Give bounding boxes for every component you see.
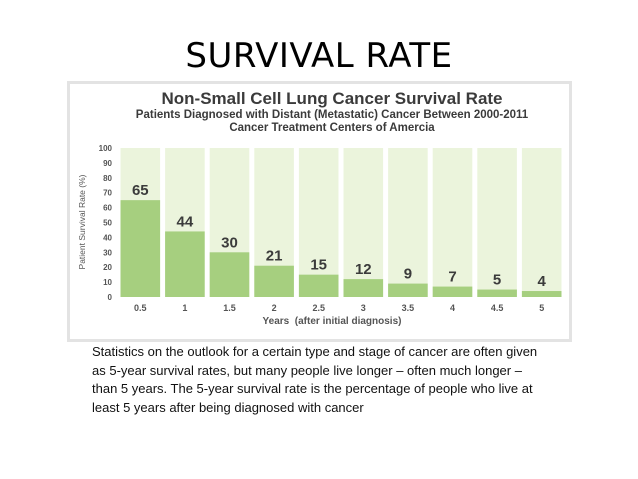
bar-background xyxy=(432,148,473,297)
bar-value-label: 7 xyxy=(448,269,456,286)
y-axis-label: Patient Survival Rate (%) xyxy=(77,174,87,269)
bar xyxy=(477,289,517,297)
y-ticks: 0 10 20 30 40 50 60 70 80 90 100 xyxy=(99,144,113,302)
survival-rate-chart: Non-Small Cell Lung Cancer Survival Rate… xyxy=(77,89,562,327)
y-tick-label: 100 xyxy=(99,144,113,153)
chart-title: Non-Small Cell Lung Cancer Survival Rate xyxy=(161,89,502,108)
x-tick-label: 0.5 xyxy=(134,303,147,313)
bar-value-label: 30 xyxy=(221,234,238,251)
slide-caption: Statistics on the outlook for a certain … xyxy=(92,344,538,415)
chart-frame: Non-Small Cell Lung Cancer Survival Rate… xyxy=(70,84,569,339)
y-tick-label: 50 xyxy=(103,219,112,228)
x-tick-label: 1 xyxy=(182,303,187,313)
bar-background xyxy=(343,148,384,297)
bar xyxy=(165,231,205,297)
y-tick-label: 70 xyxy=(103,189,112,198)
bar xyxy=(209,252,250,297)
chart-subtitle-2: Cancer Treatment Centers of Amercia xyxy=(229,122,435,134)
y-tick-label: 80 xyxy=(103,174,112,183)
bar xyxy=(298,274,339,297)
y-tick-label: 60 xyxy=(103,204,112,213)
bar xyxy=(521,291,562,297)
bar-value-label: 44 xyxy=(177,213,194,230)
x-tick-label: 3.5 xyxy=(402,303,415,313)
bar xyxy=(432,286,473,297)
bar-background xyxy=(388,148,428,297)
bar xyxy=(120,200,161,297)
x-tick-label: 2.5 xyxy=(312,303,325,313)
bar xyxy=(343,279,384,297)
x-tick-label: 2 xyxy=(272,303,277,313)
x-tick-label: 4.5 xyxy=(491,303,504,313)
y-tick-label: 20 xyxy=(103,263,112,272)
bars: 65 0.5 44 1 30 1.5 21 2 15 2.5 12 3 9 3.5 7 4 5 4.5 4 5 xyxy=(120,148,562,313)
x-axis-label: Years (after initial diagnosis) xyxy=(263,316,402,327)
bar-background xyxy=(298,148,339,297)
y-tick-label: 30 xyxy=(103,248,112,257)
chart-subtitle: Patients Diagnosed with Distant (Metasta… xyxy=(136,109,529,121)
bar-value-label: 4 xyxy=(538,273,547,290)
y-tick-label: 90 xyxy=(103,159,112,168)
bar-value-label: 9 xyxy=(404,266,412,283)
x-tick-label: 3 xyxy=(361,303,366,313)
bar-value-label: 65 xyxy=(132,182,149,199)
slide-title: SURVIVAL RATE xyxy=(185,36,453,76)
bar-value-label: 21 xyxy=(266,248,283,265)
y-tick-label: 10 xyxy=(103,278,112,287)
bar-value-label: 12 xyxy=(355,261,372,278)
x-tick-label: 1.5 xyxy=(223,303,236,313)
bar xyxy=(388,283,428,297)
x-tick-label: 4 xyxy=(450,303,455,313)
y-tick-label: 0 xyxy=(108,293,113,302)
bar xyxy=(254,265,294,297)
bar-background xyxy=(477,148,517,297)
bar-value-label: 5 xyxy=(493,272,501,289)
bar-value-label: 15 xyxy=(310,257,327,274)
x-tick-label: 5 xyxy=(539,303,544,313)
y-tick-label: 40 xyxy=(103,233,112,242)
bar-background xyxy=(521,148,562,297)
